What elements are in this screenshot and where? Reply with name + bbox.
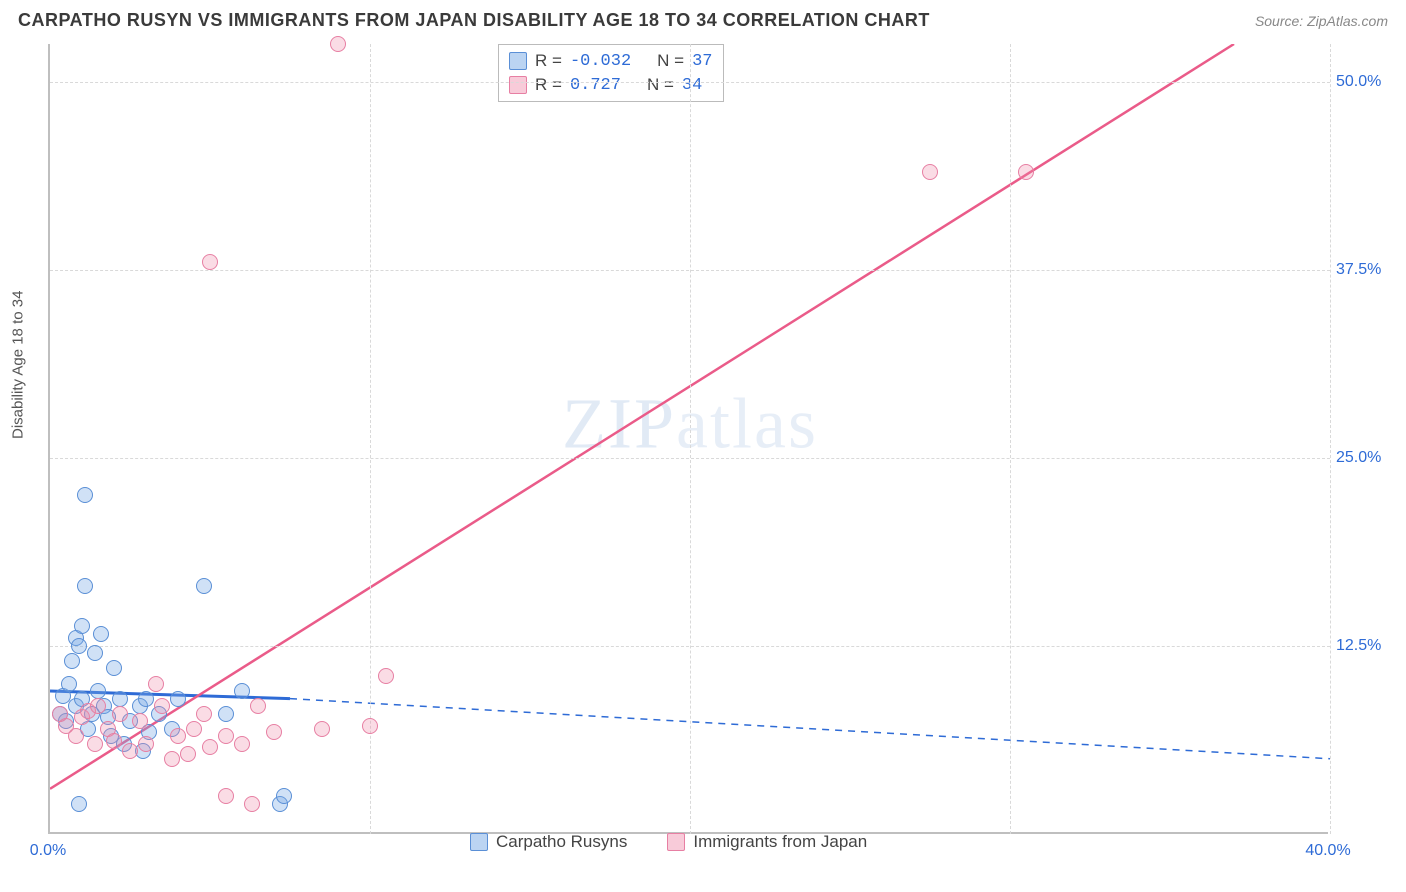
scatter-point: [77, 578, 93, 594]
x-tick-label: 40.0%: [1305, 842, 1350, 860]
n-value: 37: [692, 52, 712, 71]
swatch-blue-icon: [509, 52, 527, 70]
scatter-point: [234, 683, 250, 699]
y-tick-label: 25.0%: [1336, 449, 1381, 467]
scatter-point: [112, 706, 128, 722]
legend-item: Carpatho Rusyns: [470, 832, 627, 852]
scatter-point: [90, 683, 106, 699]
scatter-point: [330, 36, 346, 52]
y-tick-label: 12.5%: [1336, 637, 1381, 655]
scatter-point: [202, 739, 218, 755]
scatter-point: [378, 668, 394, 684]
scatter-point: [218, 706, 234, 722]
scatter-point: [202, 254, 218, 270]
y-tick-label: 37.5%: [1336, 261, 1381, 279]
n-label: N =: [647, 75, 674, 95]
scatter-point: [154, 698, 170, 714]
r-value: -0.032: [570, 52, 631, 71]
scatter-point: [106, 660, 122, 676]
scatter-point: [132, 713, 148, 729]
scatter-point: [218, 728, 234, 744]
n-value: 34: [682, 76, 702, 95]
legend-bottom: Carpatho Rusyns Immigrants from Japan: [470, 832, 867, 852]
scatter-point: [87, 645, 103, 661]
scatter-point: [362, 718, 378, 734]
scatter-point: [71, 796, 87, 812]
scatter-point: [71, 638, 87, 654]
scatter-point: [244, 796, 260, 812]
scatter-point: [250, 698, 266, 714]
scatter-point: [922, 164, 938, 180]
scatter-point: [77, 487, 93, 503]
x-tick-label: 0.0%: [30, 842, 66, 860]
scatter-point: [180, 746, 196, 762]
scatter-point: [122, 743, 138, 759]
scatter-point: [314, 721, 330, 737]
r-value: 0.727: [570, 76, 621, 95]
scatter-point: [138, 691, 154, 707]
y-tick-label: 50.0%: [1336, 73, 1381, 91]
chart-area: Disability Age 18 to 34 ZIPatlas R = -0.…: [48, 44, 1378, 834]
chart-header: CARPATHO RUSYN VS IMMIGRANTS FROM JAPAN …: [0, 0, 1406, 37]
legend-item: Immigrants from Japan: [667, 832, 867, 852]
swatch-pink-icon: [667, 833, 685, 851]
scatter-point: [112, 691, 128, 707]
scatter-point: [138, 736, 154, 752]
scatter-point: [196, 706, 212, 722]
scatter-plot: ZIPatlas R = -0.032 N = 37 R = 0.727 N =…: [48, 44, 1328, 834]
legend-label: Carpatho Rusyns: [496, 832, 627, 852]
r-label: R =: [535, 51, 562, 71]
stats-row: R = 0.727 N = 34: [509, 73, 713, 97]
scatter-point: [106, 733, 122, 749]
scatter-point: [90, 698, 106, 714]
scatter-point: [64, 653, 80, 669]
scatter-point: [164, 751, 180, 767]
n-label: N =: [657, 51, 684, 71]
scatter-point: [266, 724, 282, 740]
swatch-pink-icon: [509, 76, 527, 94]
scatter-point: [93, 626, 109, 642]
stats-row: R = -0.032 N = 37: [509, 49, 713, 73]
chart-source: Source: ZipAtlas.com: [1255, 13, 1388, 29]
chart-title: CARPATHO RUSYN VS IMMIGRANTS FROM JAPAN …: [18, 10, 930, 31]
y-axis-label: Disability Age 18 to 34: [10, 291, 27, 439]
scatter-point: [87, 736, 103, 752]
scatter-point: [170, 691, 186, 707]
scatter-point: [61, 676, 77, 692]
scatter-point: [218, 788, 234, 804]
scatter-point: [234, 736, 250, 752]
legend-label: Immigrants from Japan: [693, 832, 867, 852]
scatter-point: [74, 618, 90, 634]
scatter-point: [68, 728, 84, 744]
scatter-point: [1018, 164, 1034, 180]
scatter-point: [148, 676, 164, 692]
scatter-point: [186, 721, 202, 737]
scatter-point: [196, 578, 212, 594]
scatter-point: [170, 728, 186, 744]
swatch-blue-icon: [470, 833, 488, 851]
r-label: R =: [535, 75, 562, 95]
scatter-point: [276, 788, 292, 804]
